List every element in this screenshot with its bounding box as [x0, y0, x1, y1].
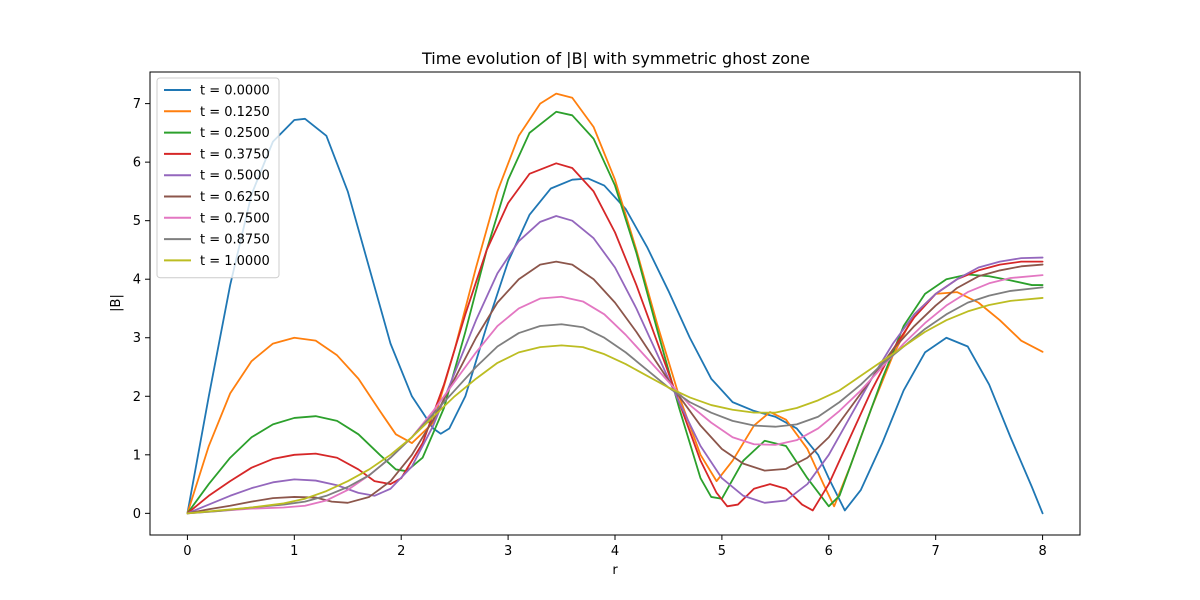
- axes-layer: 0 1 2 3 4 5 6 7 8 0 1 2 3 4 5 6 7: [133, 97, 1047, 559]
- y-tick-label-4: 4: [133, 273, 141, 288]
- legend-label-7: t = 0.8750: [200, 233, 270, 248]
- legend-label-4: t = 0.5000: [200, 169, 270, 184]
- y-tick-label-3: 3: [133, 331, 141, 346]
- series-line-1: [186, 92, 1044, 515]
- x-tick-label-8: 8: [1038, 544, 1046, 559]
- legend-box: [156, 77, 280, 279]
- x-tick-label-6: 6: [825, 544, 833, 559]
- series-line-7: [186, 286, 1044, 515]
- x-tick-label-4: 4: [611, 544, 619, 559]
- plot-frame: [149, 71, 1081, 536]
- y-tick-label-7: 7: [133, 97, 141, 112]
- x-tick-label-3: 3: [504, 544, 512, 559]
- series-line-4: [186, 215, 1044, 515]
- legend-label-5: t = 0.6250: [200, 190, 270, 205]
- y-tick-label-0: 0: [133, 507, 141, 522]
- legend-label-8: t = 1.0000: [200, 254, 270, 269]
- legend-label-6: t = 0.7500: [200, 211, 270, 226]
- legend-label-3: t = 0.3750: [200, 147, 270, 162]
- legend-label-2: t = 0.2500: [200, 126, 270, 141]
- x-axis-label: r: [612, 563, 618, 578]
- y-tick-label-2: 2: [133, 390, 141, 405]
- x-tick-label-2: 2: [397, 544, 405, 559]
- legend-label-1: t = 0.1250: [200, 105, 270, 120]
- x-tick-label-5: 5: [718, 544, 726, 559]
- y-tick-label-6: 6: [133, 156, 141, 171]
- x-tick-label-1: 1: [290, 544, 298, 559]
- x-tick-label-7: 7: [932, 544, 940, 559]
- y-tick-label-1: 1: [133, 448, 141, 463]
- series-layer: [186, 92, 1044, 515]
- legend: t = 0.0000 t = 0.1250 t = 0.2500 t = 0.3750…: [156, 77, 280, 279]
- series-line-8: [186, 297, 1044, 515]
- x-tick-label-0: 0: [183, 544, 191, 559]
- y-tick-label-5: 5: [133, 214, 141, 229]
- legend-label-0: t = 0.0000: [200, 84, 270, 99]
- chart-title: Time evolution of |B| with symmetric gho…: [421, 49, 810, 68]
- y-axis-label: |B|: [109, 294, 124, 312]
- series-line-0: [186, 117, 1044, 515]
- series-line-5: [186, 260, 1044, 515]
